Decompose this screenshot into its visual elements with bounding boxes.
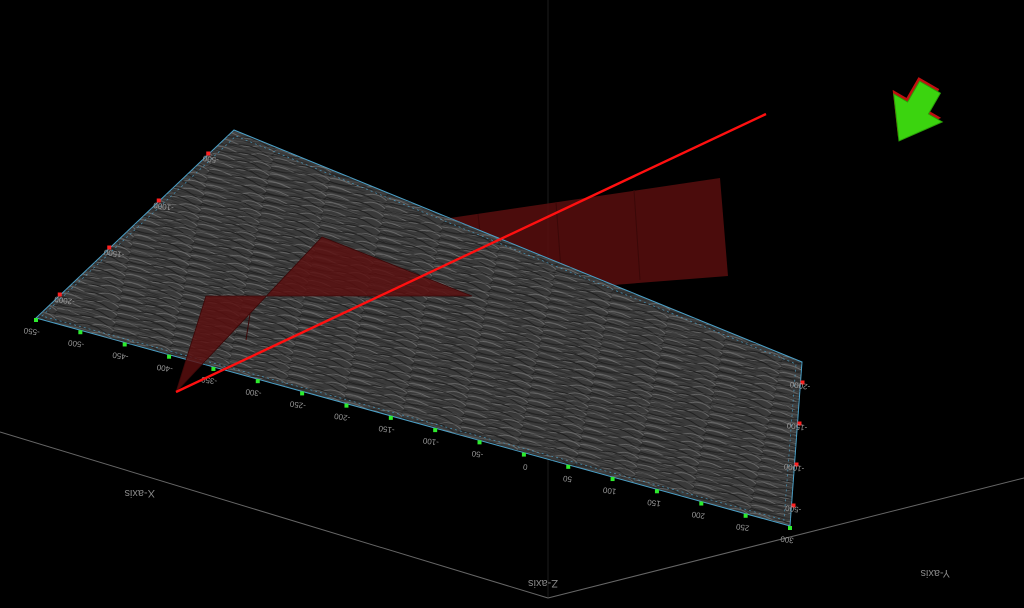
x-axis-label: X-axis bbox=[124, 487, 155, 499]
3d-viewport[interactable]: X-axis Y-axis Z-axis -2000-1500-1000-500… bbox=[0, 0, 1024, 608]
tick-label: 50 bbox=[562, 474, 573, 484]
orientation-arrow[interactable] bbox=[872, 69, 956, 155]
scene-svg: X-axis Y-axis Z-axis -2000-1500-1000-500… bbox=[0, 0, 1024, 608]
tick-label: -1000 bbox=[783, 462, 805, 474]
tick-label: 250 bbox=[735, 522, 750, 533]
tick-label: 150 bbox=[646, 497, 661, 508]
tick-label: -300 bbox=[244, 387, 262, 398]
tick-label: 0 bbox=[522, 462, 528, 472]
tick-label: -1500 bbox=[786, 421, 808, 433]
tick-label: -200 bbox=[333, 411, 351, 422]
tick-label: 300 bbox=[779, 534, 794, 545]
tick-label: -550 bbox=[23, 326, 41, 337]
tick-label: -50 bbox=[471, 449, 484, 460]
tick-label: -2000 bbox=[789, 380, 811, 392]
tick-label: 100 bbox=[602, 485, 617, 496]
tick-label: -150 bbox=[377, 424, 395, 435]
y-axis-label: Y-axis bbox=[920, 567, 950, 579]
tick-label: -500 bbox=[784, 503, 802, 514]
tick-label: -250 bbox=[289, 399, 307, 410]
tick-label: -100 bbox=[422, 436, 440, 447]
tick-label: -400 bbox=[156, 362, 174, 373]
tick-label: 200 bbox=[691, 510, 706, 521]
tick-label: -450 bbox=[111, 350, 129, 361]
z-axis-label: Z-axis bbox=[528, 577, 558, 589]
tick-label: -500 bbox=[67, 338, 85, 349]
